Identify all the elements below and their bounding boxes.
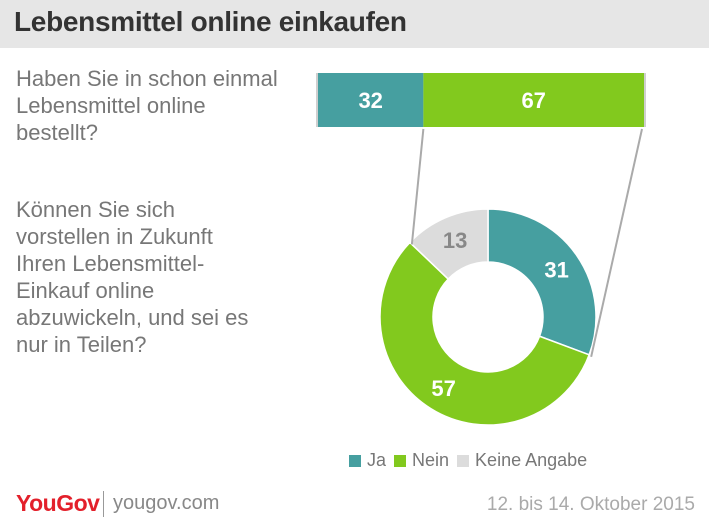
header-bar: Lebensmittel online einkaufen xyxy=(0,0,709,48)
legend: Ja Nein Keine Angabe xyxy=(349,450,595,471)
legend-label-nein: Nein xyxy=(412,450,450,470)
bar-label-ja: 32 xyxy=(358,88,382,113)
footer-divider xyxy=(103,491,104,517)
bar-segment-ja xyxy=(318,73,424,127)
legend-swatch-ja xyxy=(349,454,361,467)
question-1-text: Haben Sie in schon einmal Lebensmittel o… xyxy=(16,66,278,145)
legend-swatch-nein xyxy=(394,454,407,467)
legend-item-keine-angabe: Keine Angabe xyxy=(457,450,587,471)
bar-cap-right xyxy=(644,73,646,127)
donut-label-keine-angabe: 13 xyxy=(443,228,467,253)
donut-slice-keine-angabe xyxy=(408,208,489,281)
bar-segment-nein xyxy=(423,73,644,127)
legend-swatch-keine-angabe xyxy=(457,454,470,467)
survey-date: 12. bis 14. Oktober 2015 xyxy=(486,494,695,515)
page-title: Lebensmittel online einkaufen xyxy=(14,6,407,37)
yougov-logo: YouGov xyxy=(16,490,100,516)
connector-line-right xyxy=(590,128,643,358)
donut-label-nein: 57 xyxy=(431,376,455,401)
question-2-text: Können Sie sich vorstellen in Zukunft Ih… xyxy=(16,197,249,357)
legend-item-nein: Nein xyxy=(394,450,449,471)
legend-item-ja: Ja xyxy=(349,450,386,471)
donut-slice-nein xyxy=(379,241,591,426)
donut-label-ja: 31 xyxy=(544,257,568,282)
legend-label-ja: Ja xyxy=(367,450,387,470)
bar-label-nein: 67 xyxy=(521,88,545,113)
connector-line-left xyxy=(410,128,425,245)
footer-url[interactable]: yougov.com xyxy=(113,492,220,514)
legend-label-keine-angabe: Keine Angabe xyxy=(475,450,588,470)
bar-cap-left xyxy=(316,73,318,127)
donut-slice-ja xyxy=(487,208,597,356)
